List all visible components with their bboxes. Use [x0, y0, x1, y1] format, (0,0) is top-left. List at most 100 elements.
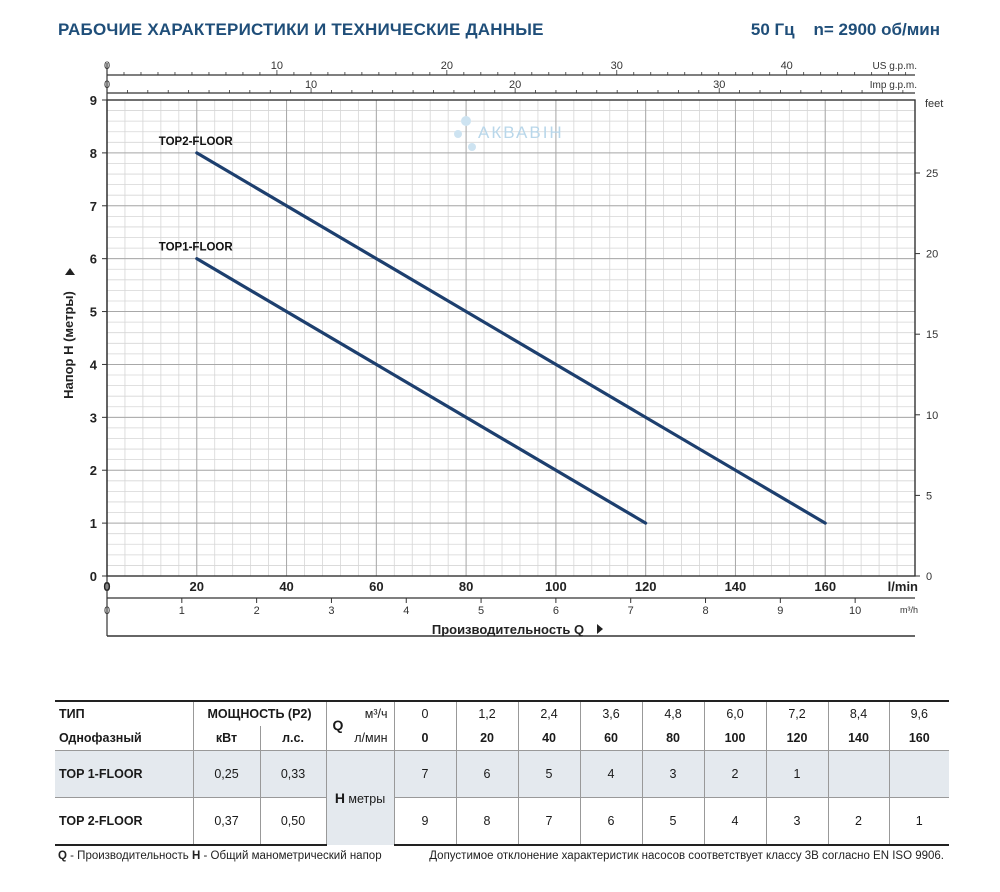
y2-tick-label: 20 [926, 249, 938, 261]
head-value: 9 [393, 797, 457, 846]
h-abbr: H [192, 850, 201, 862]
m3h-tick-label: 9 [777, 605, 783, 617]
series-label: TOP2-FLOOR [159, 136, 234, 148]
m3h-value: 7,2 [765, 700, 829, 726]
m3h-tick-label: 7 [628, 605, 634, 617]
m3h-value: 2,4 [517, 700, 581, 726]
m3h-value: 3,6 [579, 700, 643, 726]
frequency: 50 Гц [750, 20, 795, 39]
head-value [827, 750, 890, 798]
watermark-drop [468, 143, 476, 151]
imp-gpm-unit-label: Imp g.p.m. [870, 80, 917, 91]
rotation-speed: n= 2900 об/мин [813, 20, 940, 39]
kw-header: кВт [192, 726, 260, 751]
h-symbol: H [334, 790, 345, 806]
q-symbol: Q [332, 717, 344, 733]
y2-tick-label: 0 [926, 571, 932, 583]
y-axis-title: Напор H (метры) [61, 291, 76, 399]
performance-chart: АКВАВІН0123456789feet0510152025020406080… [61, 60, 943, 637]
x-unit-label: l/min [888, 579, 918, 594]
y-axis-arrow [65, 268, 75, 275]
series-line [195, 151, 827, 525]
y2-tick-label: 25 [926, 168, 938, 180]
m3h-value: 6,0 [703, 700, 767, 726]
y-tick-label: 2 [90, 463, 97, 478]
power-header: МОЩНОСТЬ (P2) [192, 700, 327, 726]
lmin-value: 40 [517, 726, 581, 751]
head-value: 6 [579, 797, 643, 846]
m3h-tick-label: 4 [403, 605, 409, 617]
x-tick-label: 20 [190, 579, 204, 594]
x-axis-arrow [597, 624, 603, 634]
head-value [888, 750, 950, 798]
head-value: 3 [765, 797, 829, 846]
head-value: 4 [703, 797, 767, 846]
y2-tick-label: 10 [926, 410, 938, 422]
m3h-tick-label: 5 [478, 605, 484, 617]
table-row: TOP 2-FLOOR 0,37 0,50 9 8 7 6 5 4 3 2 1 [55, 797, 950, 846]
m3h-tick-label: 8 [702, 605, 708, 617]
y-tick-label: 0 [90, 569, 97, 584]
h-header-cell: H метры [325, 750, 395, 845]
y-tick-label: 4 [90, 357, 98, 372]
head-value: 5 [641, 797, 705, 846]
x-tick-label: 140 [725, 579, 747, 594]
h-desc: - Общий манометрический напор [200, 850, 382, 862]
spec-table: ТИП МОЩНОСТЬ (P2) Q м³/ч л/мин 0 1,2 2,4… [55, 700, 950, 846]
x-tick-label: 80 [459, 579, 473, 594]
x-axis-title: Производительность Q [432, 622, 584, 637]
head-value: 7 [393, 750, 457, 798]
y-tick-label: 6 [90, 252, 97, 267]
x-tick-label: 120 [635, 579, 657, 594]
m3h-value: 1,2 [455, 700, 519, 726]
head-value: 5 [517, 750, 581, 798]
m3h-tick-label: 1 [179, 605, 185, 617]
x-tick-label: 100 [545, 579, 567, 594]
speed-info: 50 Гц n= 2900 об/мин [751, 20, 940, 40]
imp-gpm-tick-label: 10 [305, 79, 317, 91]
us-gpm-unit-label: US g.p.m. [873, 61, 917, 72]
q-abbr: Q [58, 850, 67, 862]
us-gpm-tick-label: 30 [611, 60, 623, 72]
spec-table-wrap: ТИП МОЩНОСТЬ (P2) Q м³/ч л/мин 0 1,2 2,4… [55, 700, 950, 846]
page-title: РАБОЧИЕ ХАРАКТЕРИСТИКИ И ТЕХНИЧЕСКИЕ ДАН… [58, 20, 544, 39]
y-tick-label: 1 [90, 516, 97, 531]
m3h-tick-label: 10 [849, 605, 861, 617]
head-value: 8 [455, 797, 519, 846]
x-tick-label: 60 [369, 579, 383, 594]
model-name: TOP 1-FLOOR [55, 750, 193, 798]
power-hp: 0,33 [259, 750, 327, 798]
y-tick-label: 5 [90, 305, 97, 320]
watermark-drop [461, 116, 471, 126]
us-gpm-tick-label: 40 [781, 60, 793, 72]
m3h-tick-label: 3 [328, 605, 334, 617]
m3h-unit-label: m³/h [900, 605, 918, 615]
y2-tick-label: 15 [926, 329, 938, 341]
power-kw: 0,25 [192, 750, 260, 798]
head-value: 1 [888, 797, 950, 846]
h-unit: метры [348, 792, 386, 806]
q-desc: - Производительность [66, 850, 192, 862]
x-tick-label: 160 [814, 579, 836, 594]
head-value: 6 [455, 750, 519, 798]
watermark-drop [454, 130, 462, 138]
m3h-tick-label: 6 [553, 605, 559, 617]
head-value: 7 [517, 797, 581, 846]
table-header-row-2: Однофазный кВт л.с. 0 20 40 60 80 100 12… [55, 726, 950, 751]
m3h-tick-label: 2 [254, 605, 260, 617]
watermark-text: АКВАВІН [478, 123, 564, 142]
imp-gpm-tick-label: 30 [713, 79, 725, 91]
type-header: ТИП [55, 700, 193, 726]
lmin-value: 0 [393, 726, 457, 751]
head-value: 2 [827, 797, 890, 846]
y-tick-label: 9 [90, 93, 97, 108]
footer-note: Допустимое отклонение характеристик насо… [429, 850, 944, 862]
y-tick-label: 7 [90, 199, 97, 214]
m3h-value: 8,4 [827, 700, 890, 726]
head-value: 1 [765, 750, 829, 798]
lmin-value: 60 [579, 726, 643, 751]
lmin-value: 100 [703, 726, 767, 751]
lmin-value: 120 [765, 726, 829, 751]
footer-legend: Q - Производительность H - Общий маномет… [58, 850, 382, 862]
lmin-value: 20 [455, 726, 519, 751]
